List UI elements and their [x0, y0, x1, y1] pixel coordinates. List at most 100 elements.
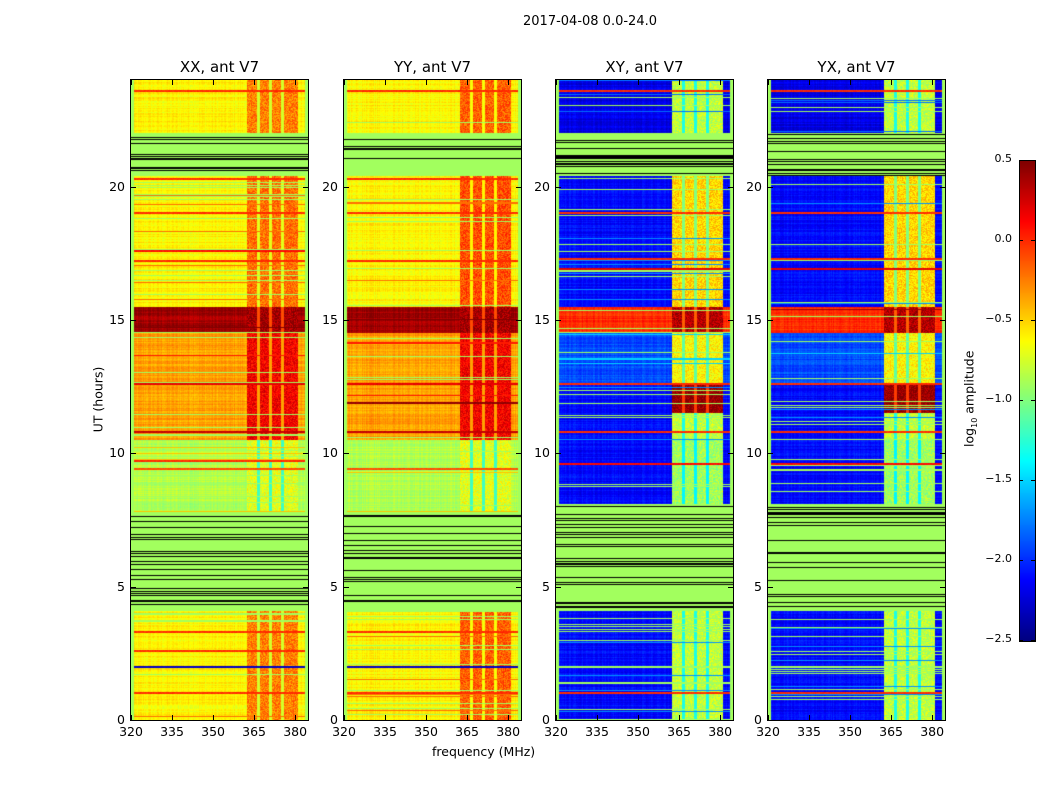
x-tick — [172, 715, 174, 720]
x-tick-top — [172, 80, 174, 85]
x-tick-label: 320 — [756, 724, 780, 739]
x-tick-label: 335 — [160, 724, 184, 739]
panel-title: XY, ant V7 — [605, 58, 684, 76]
colorbar-tick — [1019, 480, 1023, 481]
y-tick-label: 0 — [542, 712, 550, 727]
colorbar-label-text: amplitude — [961, 350, 977, 418]
x-tick-label: 350 — [626, 724, 650, 739]
y-tick — [768, 586, 773, 588]
y-tick — [131, 453, 136, 455]
y-tick-right — [516, 320, 521, 321]
y-tick-label: 5 — [117, 578, 125, 594]
x-tick — [638, 715, 640, 720]
y-tick-label: 20 — [322, 178, 338, 194]
colorbar-tick — [1019, 160, 1023, 161]
y-tick — [556, 720, 561, 721]
x-tick — [768, 715, 769, 720]
x-tick — [344, 715, 345, 720]
x-tick-label: 350 — [414, 724, 438, 739]
y-tick-label: 15 — [109, 312, 125, 327]
x-tick-top — [254, 80, 256, 85]
x-tick — [131, 715, 132, 720]
y-tick-label: 10 — [322, 445, 338, 461]
x-tick-label: 365 — [242, 724, 267, 739]
x-tick-label: 380 — [708, 724, 733, 739]
x-tick-label: 380 — [920, 724, 945, 739]
colorbar-tick — [1019, 240, 1023, 241]
colorbar-tick-right — [1031, 640, 1035, 641]
y-tick-right — [940, 586, 945, 588]
x-tick-top — [679, 80, 681, 85]
y-tick-right — [728, 453, 733, 455]
y-tick-label: 5 — [754, 578, 762, 594]
colorbar-gradient — [1020, 161, 1035, 641]
y-tick — [131, 320, 136, 321]
colorbar-tick-label: 0.0 — [994, 232, 1013, 245]
y-tick-right — [516, 720, 521, 721]
y-tick-label: 15 — [534, 312, 550, 327]
figure-title: 2017-04-08 0.0-24.0 — [523, 14, 657, 29]
x-tick-label: 365 — [879, 724, 904, 739]
y-tick — [344, 453, 349, 455]
x-tick-label: 365 — [455, 724, 480, 739]
x-tick — [809, 715, 811, 720]
x-tick — [467, 715, 469, 720]
x-tick — [426, 715, 428, 720]
x-tick — [508, 715, 510, 720]
heatmap-panel — [343, 79, 522, 721]
colorbar-label-log: log — [961, 427, 977, 447]
y-tick-right — [516, 453, 521, 455]
y-tick — [556, 586, 561, 588]
colorbar-tick-label: 0.5 — [994, 152, 1013, 165]
panel-title: YX, ant V7 — [817, 58, 896, 76]
x-tick-top — [850, 80, 852, 85]
y-tick — [768, 720, 773, 721]
colorbar-tick-label: −2.0 — [985, 552, 1012, 565]
y-tick-right — [728, 720, 733, 721]
y-tick-label: 10 — [534, 445, 550, 461]
x-tick-top — [768, 80, 769, 85]
y-tick-right — [940, 453, 945, 455]
heatmap-image — [556, 80, 733, 720]
y-tick-right — [303, 320, 308, 321]
heatmap-image — [131, 80, 308, 720]
x-tick — [597, 715, 599, 720]
x-tick-label: 350 — [838, 724, 862, 739]
x-tick-top — [556, 80, 557, 85]
x-tick — [720, 715, 722, 720]
y-tick — [556, 320, 561, 321]
heatmap-image — [344, 80, 521, 720]
y-tick-right — [728, 320, 733, 321]
colorbar-tick — [1019, 560, 1023, 561]
colorbar — [1019, 160, 1036, 642]
colorbar-label-base: 10 — [969, 417, 979, 428]
colorbar-tick-label: −2.5 — [985, 632, 1012, 645]
x-tick — [254, 715, 256, 720]
y-tick-label: 5 — [542, 578, 550, 594]
colorbar-tick-right — [1031, 480, 1035, 481]
x-tick-top — [809, 80, 811, 85]
y-tick-right — [940, 720, 945, 721]
y-tick — [556, 453, 561, 455]
x-tick-label: 380 — [496, 724, 521, 739]
y-tick — [768, 186, 773, 188]
colorbar-tick-right — [1031, 560, 1035, 561]
x-axis-label: frequency (MHz) — [432, 744, 536, 759]
y-tick — [344, 586, 349, 588]
x-tick — [932, 715, 934, 720]
y-tick-label: 20 — [746, 178, 762, 194]
colorbar-tick-right — [1031, 160, 1035, 161]
y-tick-label: 20 — [109, 178, 125, 194]
y-tick-label: 5 — [330, 578, 338, 594]
x-tick-top — [638, 80, 640, 85]
y-tick — [344, 320, 349, 321]
x-tick-label: 320 — [119, 724, 143, 739]
x-tick — [556, 715, 557, 720]
colorbar-tick — [1019, 400, 1023, 401]
y-tick — [344, 186, 349, 188]
x-tick-top — [720, 80, 722, 85]
colorbar-tick — [1019, 320, 1023, 321]
y-tick-right — [303, 586, 308, 588]
x-tick-top — [508, 80, 510, 85]
